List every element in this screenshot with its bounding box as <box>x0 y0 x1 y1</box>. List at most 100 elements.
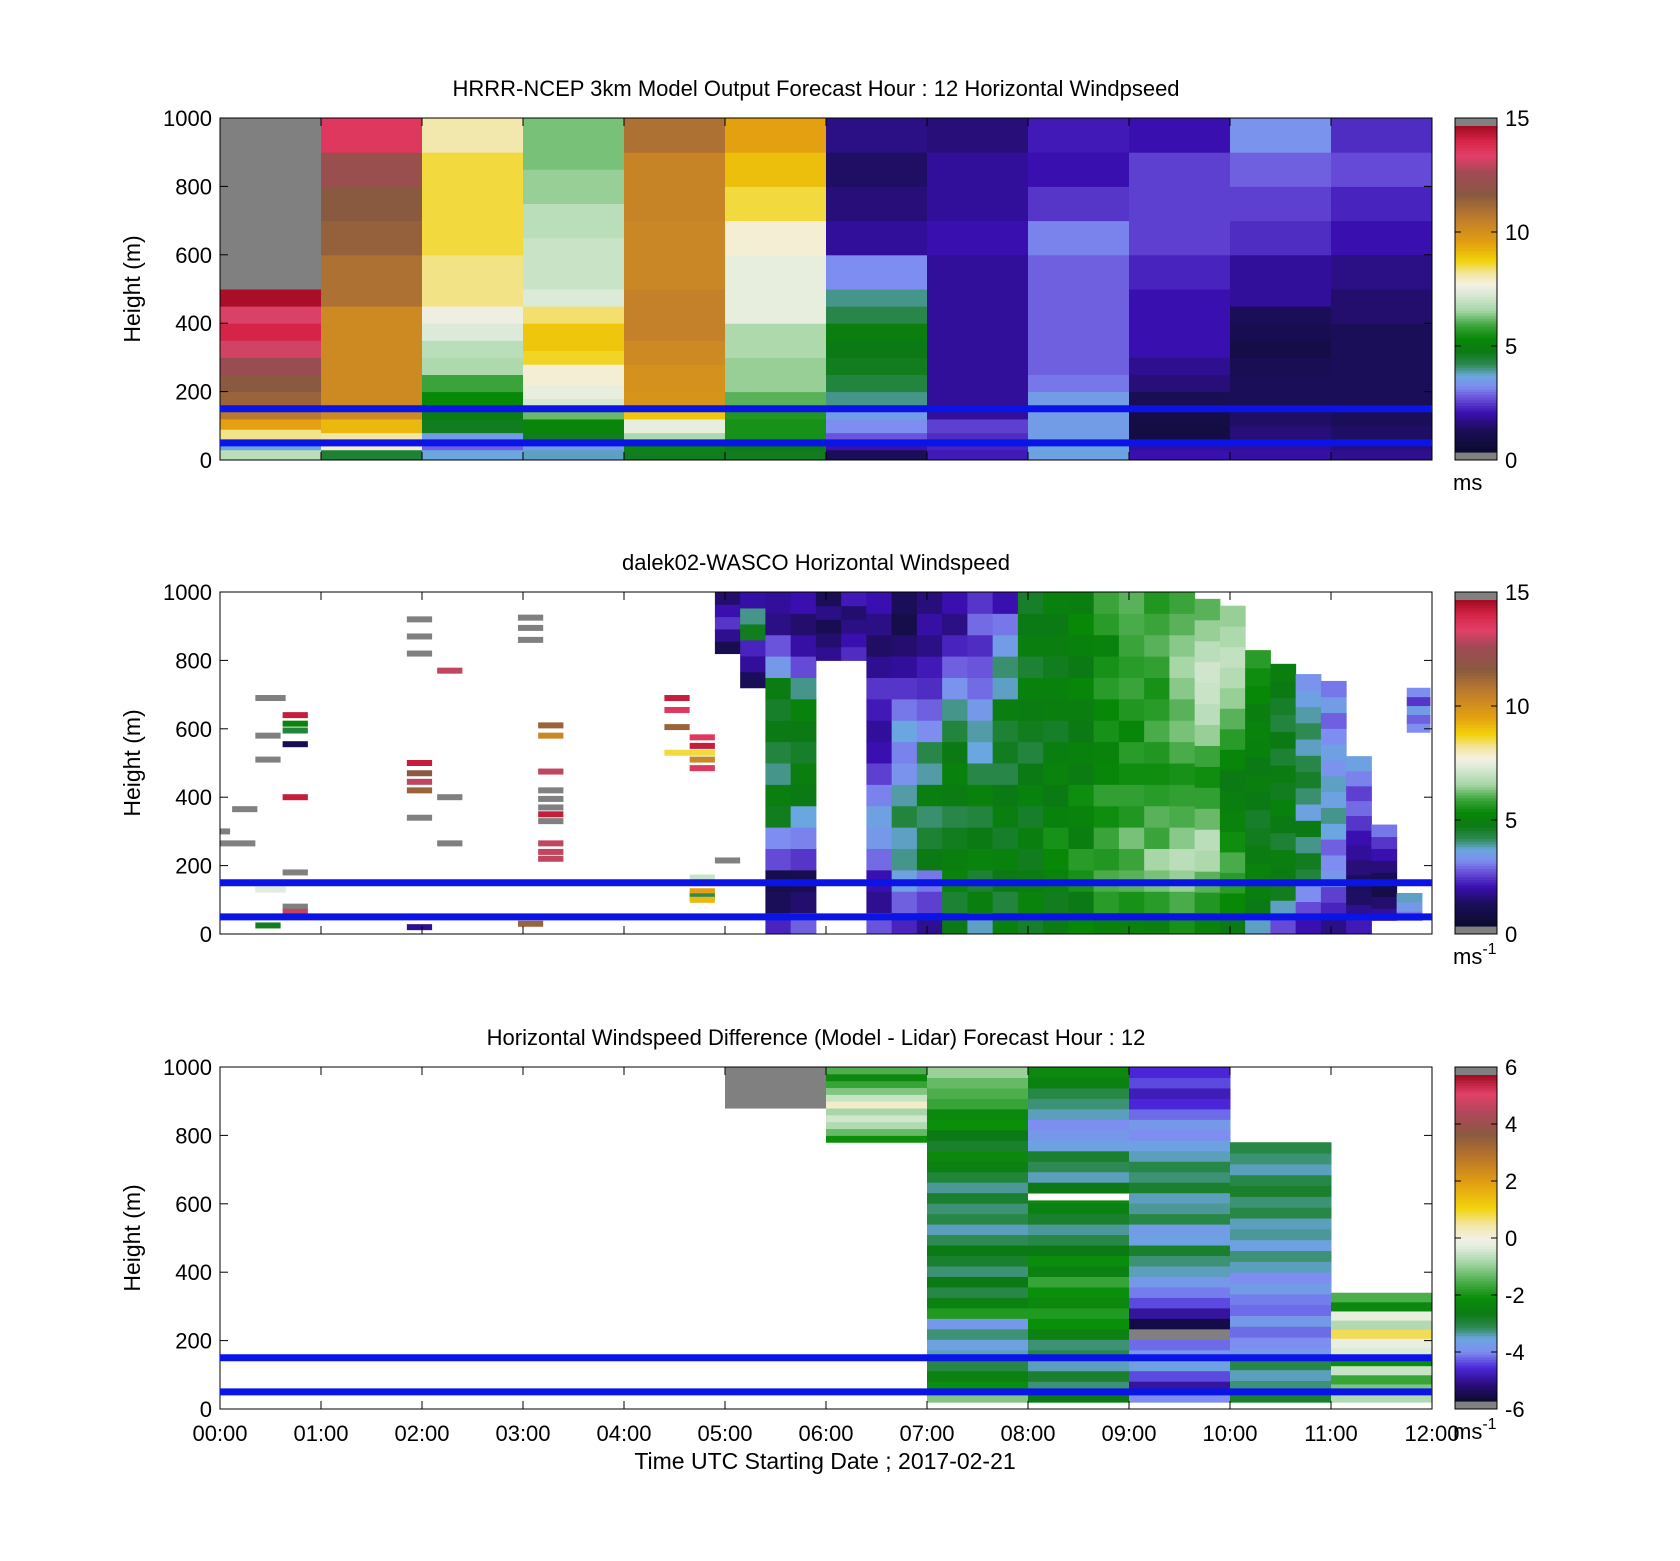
lidar-cell <box>765 698 792 721</box>
lidar-return <box>406 787 433 794</box>
panel-2-title: dalek02-WASCO Horizontal Windspeed <box>622 550 1010 575</box>
lidar-cell <box>765 592 792 614</box>
lidar-cell <box>1093 698 1120 721</box>
lidar-return <box>282 720 308 727</box>
difference-cell <box>927 1276 1029 1288</box>
heatmap-cell <box>624 118 726 153</box>
colorbar-band <box>1455 904 1497 908</box>
difference-cell <box>927 1108 1029 1120</box>
heatmap-cell <box>624 449 726 461</box>
colorbar-band <box>1455 1254 1497 1258</box>
colorbar-band <box>1455 1137 1497 1141</box>
colorbar-band <box>1455 847 1497 851</box>
x-tick-label: 09:00 <box>1101 1421 1156 1446</box>
heatmap-cell <box>523 118 625 136</box>
colorbar-band <box>1455 343 1497 347</box>
colorbar-band <box>1455 1161 1497 1166</box>
colorbar-band <box>1455 1316 1497 1321</box>
lidar-cell <box>1245 845 1271 864</box>
difference-cell <box>725 1067 827 1082</box>
difference-cell <box>1230 1326 1332 1338</box>
lidar-cell <box>1219 728 1246 750</box>
colorbar-band <box>1455 1083 1497 1087</box>
difference-cell <box>1129 1077 1231 1089</box>
colorbar-band <box>1455 240 1497 244</box>
colorbar-band <box>1455 1262 1497 1266</box>
colorbar-band <box>1455 605 1497 609</box>
lidar-cell <box>1144 720 1170 743</box>
colorbar-band <box>1455 1286 1497 1291</box>
colorbar-band <box>1455 400 1497 404</box>
difference-cell <box>1028 1067 1130 1078</box>
colorbar-band <box>1455 332 1497 336</box>
colorbar-band <box>1455 773 1497 778</box>
colorbar-unit-exponent: -1 <box>1482 1416 1496 1433</box>
colorbar-band <box>1455 716 1497 721</box>
colorbar-band <box>1455 373 1497 377</box>
lidar-cell <box>891 720 918 743</box>
difference-cell <box>1129 1108 1231 1120</box>
colorbar-band <box>1455 681 1497 685</box>
colorbar-cap-high <box>1455 1067 1497 1075</box>
colorbar-band <box>1455 741 1497 745</box>
heatmap-cell <box>1331 220 1433 256</box>
colorbar-band <box>1455 768 1497 772</box>
colorbar-band <box>1455 1381 1497 1386</box>
colorbar-band <box>1455 703 1497 707</box>
heatmap-cell <box>220 391 322 406</box>
lidar-cell <box>1219 646 1246 668</box>
colorbar-band <box>1455 430 1497 434</box>
colorbar-band <box>1455 397 1497 401</box>
difference-cell <box>826 1080 928 1089</box>
difference-cell <box>1230 1174 1332 1187</box>
colorbar-band <box>1455 408 1497 412</box>
heatmap-cell <box>1331 408 1433 427</box>
colorbar-band <box>1455 275 1497 279</box>
lidar-cell <box>1346 889 1372 905</box>
colorbar-band <box>1455 1118 1497 1122</box>
lidar-cell <box>1017 741 1044 764</box>
lidar-cell <box>1295 836 1322 854</box>
lidar-cell <box>1320 760 1347 777</box>
lidar-return <box>538 840 564 847</box>
colorbar-band <box>1455 806 1497 810</box>
lidar-cell <box>891 592 918 614</box>
colorbar-band <box>1455 784 1497 789</box>
lidar-return <box>689 896 715 903</box>
difference-cell <box>1129 1318 1231 1330</box>
heatmap-cell <box>1129 118 1231 153</box>
lidar-cell <box>1270 697 1297 715</box>
lidar-cell <box>891 656 918 678</box>
lidar-cell <box>1068 613 1095 636</box>
colorbar-band <box>1455 803 1497 808</box>
lidar-cell <box>1169 677 1196 700</box>
lidar-cell <box>967 784 994 807</box>
difference-cell <box>1230 1358 1332 1371</box>
lidar-cell <box>841 605 867 620</box>
lidar-cell <box>1194 808 1221 830</box>
lidar-cell <box>891 805 918 828</box>
heatmap-cell <box>1331 357 1433 393</box>
colorbar-band <box>1455 822 1497 827</box>
lidar-cell <box>1144 613 1170 636</box>
colorbar-band <box>1455 700 1497 704</box>
colorbar-band <box>1455 1251 1497 1255</box>
lidar-cell <box>891 763 918 785</box>
colorbar-tick-label: 5 <box>1505 808 1517 833</box>
colorbar-band <box>1455 346 1497 350</box>
lidar-return <box>538 811 564 818</box>
lidar-cell <box>992 592 1019 614</box>
heatmap-cell <box>523 398 625 406</box>
heatmap-cell <box>725 418 827 444</box>
heatmap-cell <box>422 118 524 153</box>
difference-cell <box>1331 1329 1433 1339</box>
difference-cell <box>1331 1310 1433 1321</box>
lidar-cell <box>1068 827 1095 849</box>
lidar-cell <box>1093 720 1120 743</box>
difference-cell <box>1129 1245 1231 1257</box>
colorbar-band <box>1455 1235 1497 1239</box>
lidar-cell <box>916 592 943 614</box>
heatmap-cell <box>725 323 827 358</box>
heatmap-cell <box>624 418 726 434</box>
difference-cell <box>927 1171 1029 1183</box>
